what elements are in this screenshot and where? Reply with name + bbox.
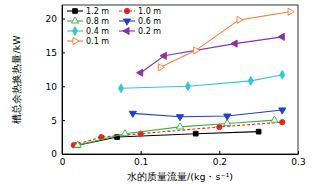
data-point — [279, 108, 286, 114]
tick-mark — [62, 52, 65, 53]
series-line — [141, 37, 283, 73]
tick-mark — [141, 151, 142, 154]
axis-line — [62, 6, 63, 155]
data-point — [129, 111, 136, 117]
tick: 0 — [51, 149, 65, 159]
legend-label: 0.1 m — [86, 37, 109, 46]
tick-label: 0.3 — [291, 157, 305, 167]
tick-label: 20 — [46, 14, 58, 24]
series-line — [133, 110, 282, 117]
legend-marker — [73, 9, 78, 14]
legend-marker — [73, 37, 79, 44]
data-point — [158, 64, 164, 71]
data-point — [176, 115, 183, 121]
data-point — [231, 40, 237, 47]
tick-label: 0.1 — [134, 157, 148, 167]
legend-label: 1.2 m — [86, 7, 109, 16]
x-axis-title: 水的质量流量/(kg・s⁻¹) — [127, 171, 233, 182]
tick: 0.1 — [134, 151, 148, 167]
series-line — [121, 75, 282, 89]
data-point — [248, 76, 253, 85]
tick: 0.2 — [213, 151, 227, 167]
tick-label: 15 — [46, 48, 57, 58]
tick: 0.3 — [291, 151, 305, 167]
legend-label: 0.4 m — [86, 27, 109, 36]
legend-label: 0.2 m — [138, 27, 161, 36]
data-point — [176, 123, 183, 129]
x-axis: 0 0.1 0.2 0.3 — [60, 151, 306, 167]
legend-label: 0.6 m — [138, 17, 161, 26]
tick-label: 10 — [46, 82, 58, 92]
data-point — [224, 114, 231, 120]
data-point — [137, 69, 143, 76]
data-point — [74, 141, 81, 147]
legend-entry: 0.4 m — [67, 27, 109, 36]
y-axis: 0 5 10 15 20 — [46, 6, 65, 160]
data-point — [160, 52, 166, 59]
data-area — [71, 8, 294, 148]
tick-mark — [62, 86, 65, 87]
data-point — [121, 130, 128, 136]
tick-mark — [62, 120, 65, 121]
tick-label: 0 — [60, 157, 66, 167]
series-line — [74, 122, 282, 145]
legend-label: 1.0 m — [138, 7, 161, 16]
data-point — [280, 120, 285, 125]
data-point — [194, 47, 200, 54]
legend-entry: 0.8 m — [67, 17, 109, 26]
legend-marker — [72, 27, 77, 36]
tick-mark — [62, 19, 65, 20]
legend-entry: 1.2 m — [67, 7, 109, 16]
series-line — [160, 12, 290, 68]
data-point — [185, 82, 190, 91]
legend-entry: 0.6 m — [119, 17, 161, 26]
plot-frame — [62, 5, 298, 154]
legend-marker — [123, 27, 129, 34]
legend: 1.2 m 1.0 m 0.8 m 0.6 m 0.4 m 0.2 m 0.1 m — [67, 7, 161, 46]
legend-entry: 1.0 m — [119, 7, 161, 16]
data-point — [118, 84, 123, 93]
tick-mark — [219, 151, 220, 154]
tick: 15 — [46, 48, 65, 58]
axis-line — [63, 154, 299, 155]
legend-marker — [123, 19, 130, 25]
tick-label: 0.2 — [213, 157, 227, 167]
data-point — [278, 33, 284, 40]
data-point — [280, 70, 285, 79]
data-point — [271, 116, 278, 122]
tick: 20 — [46, 14, 65, 24]
data-point — [193, 131, 198, 136]
data-point — [217, 124, 222, 129]
y-axis-title: 槽总余热换热量/kW — [11, 35, 22, 124]
tick: 5 — [51, 116, 65, 126]
plot: 00.10.20.3051015201.2 m1.0 m0.8 m0.6 m0.… — [46, 5, 306, 167]
tick-mark — [298, 151, 299, 154]
tick-label: 0 — [51, 149, 57, 159]
chart: 00.10.20.3051015201.2 m1.0 m0.8 m0.6 m0.… — [0, 0, 312, 184]
legend-marker — [71, 17, 78, 23]
tick: 10 — [46, 82, 65, 92]
legend-label: 0.8 m — [86, 17, 109, 26]
legend-entry: 0.2 m — [119, 27, 161, 36]
legend-marker — [124, 8, 129, 13]
tick-mark — [62, 154, 65, 155]
data-point — [288, 8, 294, 15]
data-point — [256, 129, 261, 134]
tick-label: 5 — [51, 116, 57, 126]
series-line — [78, 120, 275, 145]
legend-entry: 0.1 m — [67, 37, 109, 46]
data-point — [237, 16, 243, 23]
